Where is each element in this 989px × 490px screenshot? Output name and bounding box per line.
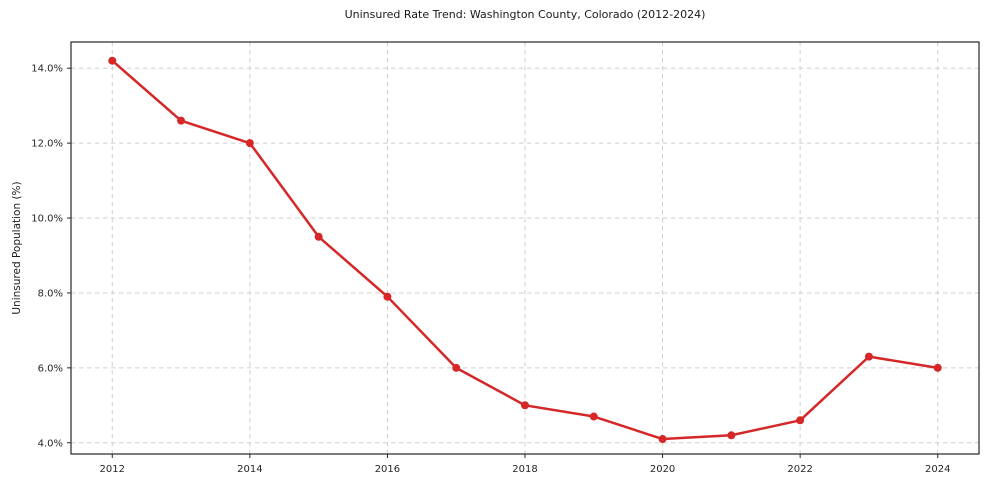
data-point-marker (589, 412, 598, 421)
data-point-marker (452, 363, 461, 372)
x-tick-label: 2022 (787, 464, 812, 475)
y-tick-label: 12.0% (31, 139, 63, 150)
y-tick-label: 6.0% (38, 363, 63, 374)
data-point-marker (245, 139, 254, 148)
data-point-marker (314, 232, 323, 241)
data-point-marker (108, 56, 117, 65)
x-tick-label: 2016 (375, 464, 400, 475)
x-tick-label: 2018 (512, 464, 537, 475)
y-tick-label: 8.0% (38, 288, 63, 299)
y-tick-label: 14.0% (31, 64, 63, 75)
plot-border (70, 41, 980, 455)
data-point-marker (933, 363, 942, 372)
chart-title: Uninsured Rate Trend: Washington County,… (344, 8, 706, 21)
data-point-marker (864, 352, 873, 361)
data-point-marker (383, 292, 392, 301)
x-tick-label: 2024 (925, 464, 950, 475)
x-tick-label: 2014 (237, 464, 262, 475)
data-point-marker (177, 116, 186, 125)
y-tick-label: 10.0% (31, 214, 63, 225)
data-point-marker (658, 435, 667, 444)
data-point-marker (521, 401, 529, 410)
data-point-marker (727, 431, 736, 440)
data-point-marker (796, 416, 805, 425)
x-tick-label: 2020 (650, 464, 675, 475)
y-tick-label: 4.0% (38, 438, 63, 449)
x-tick-label: 2012 (100, 464, 125, 475)
